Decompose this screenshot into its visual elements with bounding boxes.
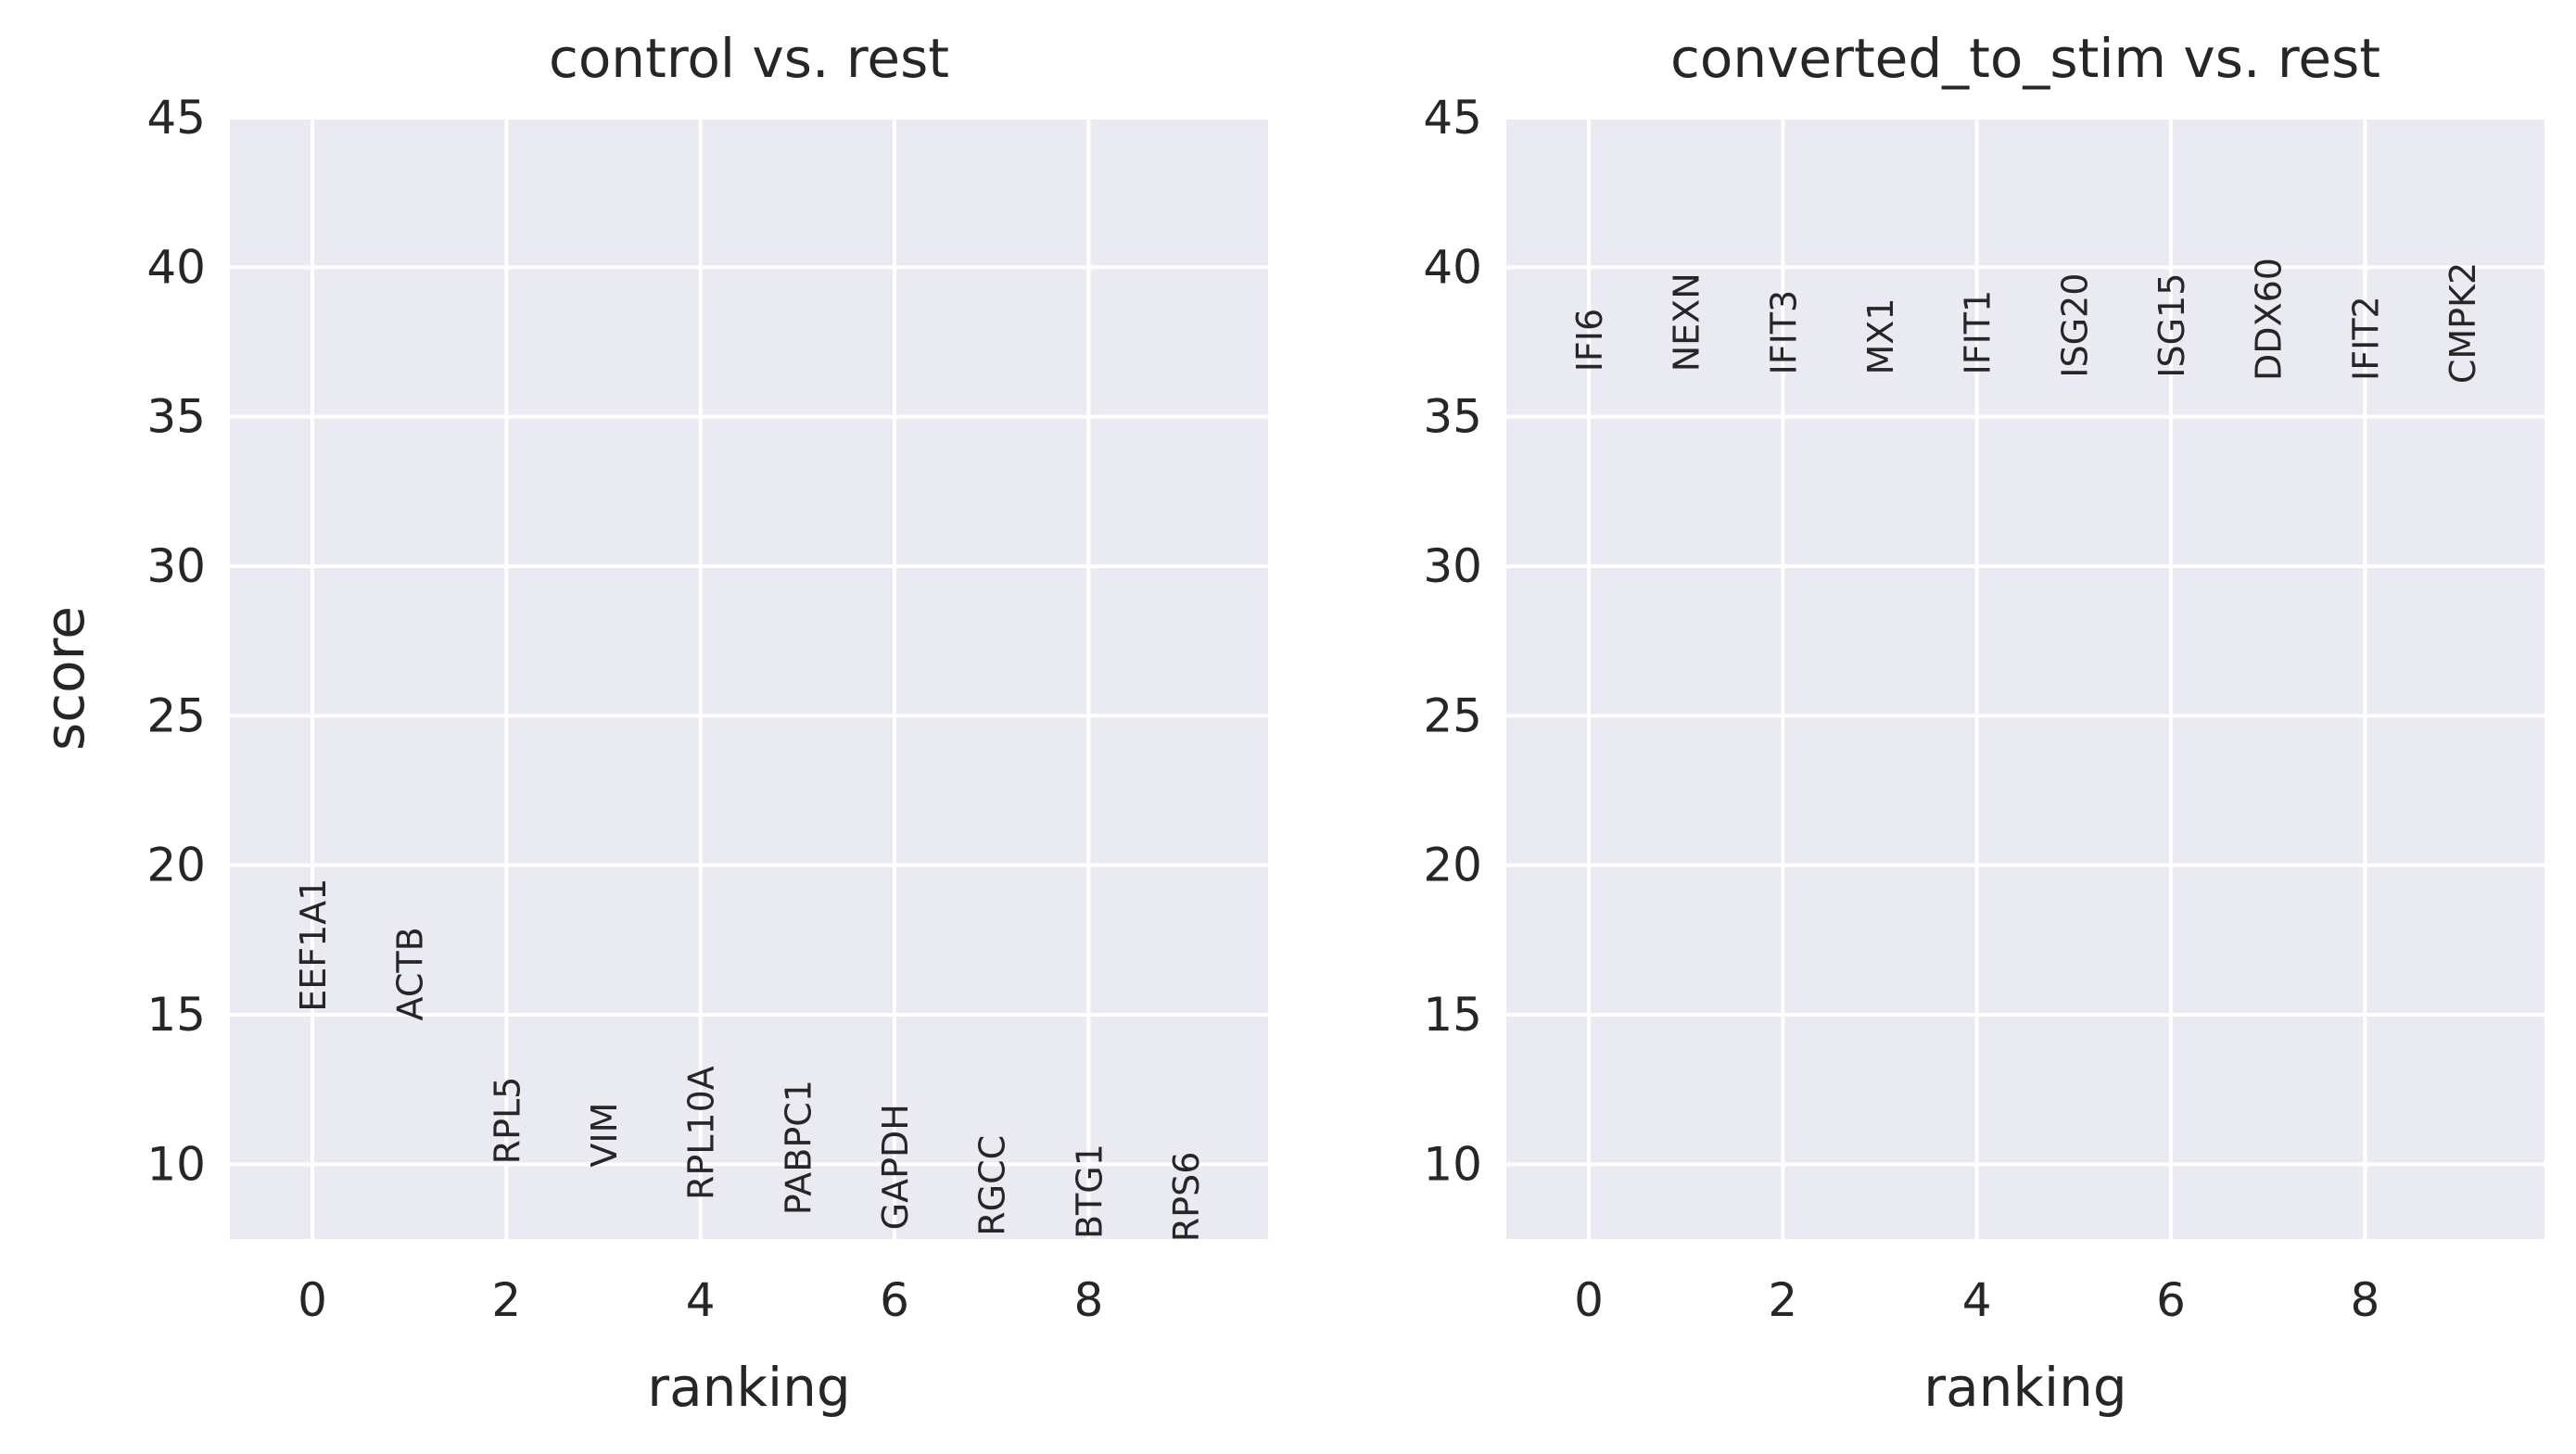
gene-label-isg20: ISG20 <box>2054 273 2095 378</box>
panel-0: 10 15 20 25 30 35 40 45 0 2 4 6 8 control vs. rest ran… <box>33 27 1268 1419</box>
x-tick-label: 2 <box>491 1273 521 1327</box>
gene-label-ddx60: DDX60 <box>2249 258 2290 381</box>
y-tick-label: 35 <box>1423 390 1482 444</box>
y-tick-label: 10 <box>146 1137 206 1191</box>
x-tick-label: 4 <box>1962 1273 1992 1327</box>
x-axis-label: ranking <box>647 1356 850 1419</box>
y-tick-label: 15 <box>1423 988 1482 1042</box>
gene-label-ifi6: IFI6 <box>1569 309 1610 372</box>
plot-area <box>1506 118 2544 1239</box>
x-axis-label: ranking <box>1923 1356 2126 1419</box>
gene-label-gapdh: GAPDH <box>875 1104 916 1230</box>
gene-label-nexn: NEXN <box>1667 272 1707 372</box>
gene-label-actb: ACTB <box>390 927 431 1020</box>
panel-title: converted_to_stim vs. rest <box>1670 27 2380 90</box>
x-tick-label: 0 <box>1574 1273 1604 1327</box>
gene-label-rpl5: RPL5 <box>487 1077 527 1165</box>
panel-1: 10 15 20 25 30 35 40 45 0 2 4 6 8 converted_to_stim v… <box>1423 27 2544 1419</box>
y-tick-label: 30 <box>1423 539 1482 593</box>
gene-label-eef1a1: EEF1A1 <box>293 879 334 1012</box>
x-tick-label: 8 <box>1073 1273 1103 1327</box>
gene-label-mx1: MX1 <box>1860 297 1901 374</box>
x-tick-label: 6 <box>2156 1273 2186 1327</box>
y-tick-label: 25 <box>146 689 206 742</box>
y-tick-label: 40 <box>1423 240 1482 294</box>
x-tick-label: 6 <box>880 1273 909 1327</box>
y-tick-label: 10 <box>1423 1137 1482 1191</box>
y-tick-label: 15 <box>146 988 206 1042</box>
gene-label-btg1: BTG1 <box>1069 1144 1110 1239</box>
gene-label-isg15: ISG15 <box>2151 273 2192 378</box>
gene-label-ifit2: IFIT2 <box>2345 296 2386 381</box>
y-tick-label: 25 <box>1423 689 1482 742</box>
plot-area <box>230 118 1268 1239</box>
gene-label-rgcc: RGCC <box>972 1135 1013 1236</box>
y-tick-label: 35 <box>146 390 206 444</box>
gene-label-pabpc1: PABPC1 <box>778 1080 818 1215</box>
y-tick-label: 30 <box>146 539 206 593</box>
x-tick-label: 2 <box>1768 1273 1797 1327</box>
x-tick-label: 0 <box>298 1273 327 1327</box>
gene-label-rpl10a: RPL10A <box>681 1066 722 1200</box>
x-tick-label: 8 <box>2350 1273 2379 1327</box>
y-tick-label: 20 <box>146 839 206 892</box>
y-tick-label: 45 <box>1423 91 1482 145</box>
panel-title: control vs. rest <box>549 27 949 90</box>
gene-label-ifit3: IFIT3 <box>1763 290 1804 375</box>
y-tick-label: 40 <box>146 240 206 294</box>
y-axis-label: score <box>33 606 96 751</box>
gene-label-rps6: RPS6 <box>1166 1152 1207 1243</box>
gene-label-ifit1: IFIT1 <box>1958 290 1999 375</box>
gene-label-cmpk2: CMPK2 <box>2443 262 2483 384</box>
x-tick-label: 4 <box>686 1273 716 1327</box>
y-tick-label: 45 <box>146 91 206 145</box>
y-tick-label: 20 <box>1423 839 1482 892</box>
gene-label-vim: VIM <box>584 1103 625 1168</box>
